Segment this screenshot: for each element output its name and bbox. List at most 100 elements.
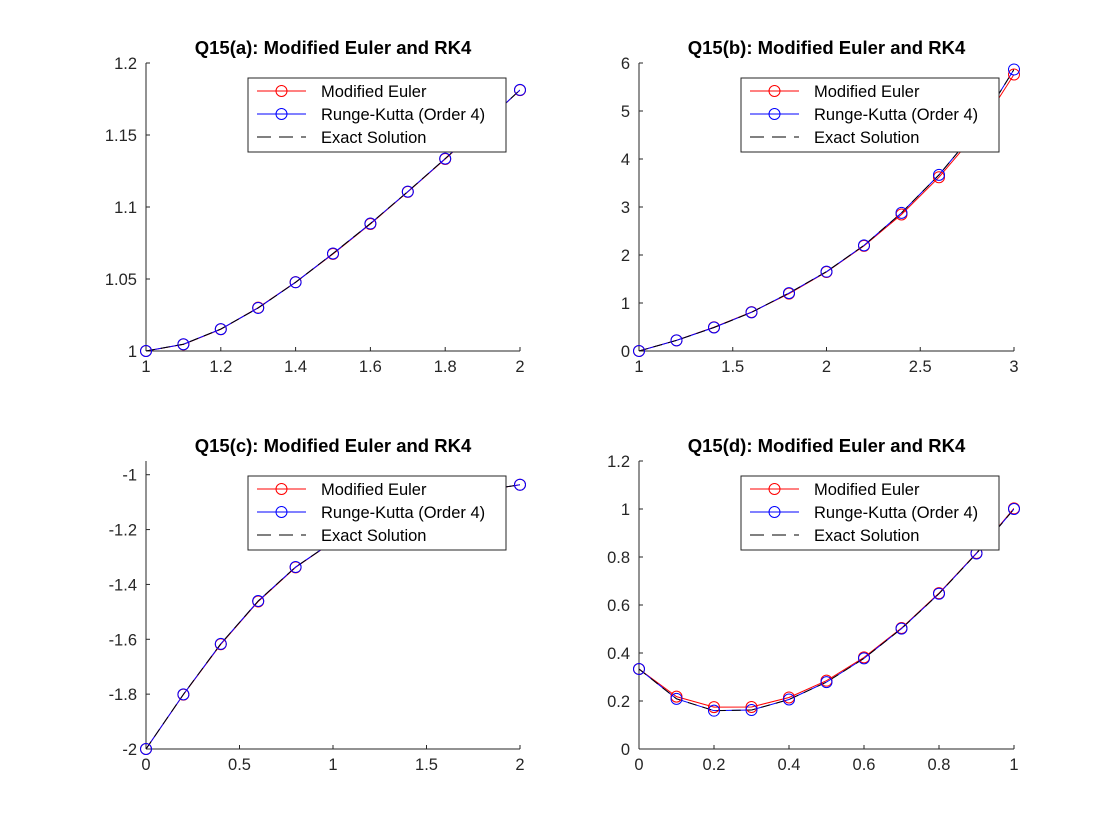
data-point [820, 265, 833, 278]
series-line-3 [639, 508, 1014, 712]
legend-entry: Runge-Kutta (Order 4) [814, 106, 978, 124]
y-tick-label: -1.2 [109, 522, 137, 540]
chart-title: Q15(b): Modified Euler and RK4 [688, 37, 966, 58]
y-tick-label: -2 [122, 741, 137, 759]
legend-entry: Runge-Kutta (Order 4) [814, 504, 978, 522]
data-point [745, 704, 758, 717]
data-point [670, 692, 683, 705]
y-tick-label: 5 [621, 103, 630, 121]
legend-entry: Exact Solution [814, 527, 919, 545]
data-point [933, 587, 945, 600]
y-tick-label: 1.2 [607, 453, 630, 471]
y-tick-label: 4 [621, 151, 630, 169]
x-tick-label: 0.8 [928, 756, 951, 774]
legend-marker [768, 506, 781, 518]
data-point [327, 247, 339, 260]
data-point [140, 743, 152, 755]
legend-entry: Exact Solution [814, 129, 919, 147]
x-tick-label: 1 [328, 756, 337, 774]
x-tick-label: 2 [515, 756, 524, 774]
legend: Modified Euler Runge-Kutta (Order 4) Exact… [247, 77, 507, 153]
data-point [895, 622, 908, 635]
legend-marker [275, 108, 288, 120]
y-tick-label: 1 [128, 343, 137, 361]
data-point [289, 561, 302, 574]
y-tick-label: 3 [621, 199, 630, 217]
legend-entry: Modified Euler [814, 83, 920, 101]
legend: Modified Euler Runge-Kutta (Order 4) Exact… [247, 475, 507, 551]
data-point [858, 239, 870, 252]
data-point [895, 206, 908, 219]
x-tick-label: 1.5 [721, 358, 744, 376]
x-tick-label: 1.2 [209, 358, 232, 376]
data-point [252, 301, 265, 314]
y-tick-label: -1.8 [109, 686, 137, 704]
data-point [708, 701, 720, 714]
x-tick-label: 2 [515, 358, 524, 376]
legend: Modified Euler Runge-Kutta (Order 4) Exact… [740, 77, 1000, 153]
data-point [401, 185, 414, 198]
y-tick-label: 1.15 [105, 127, 137, 145]
data-point [708, 321, 720, 334]
data-point [1008, 503, 1020, 515]
data-point [214, 637, 227, 650]
series-line-3 [146, 484, 520, 749]
x-tick-label: 1 [1009, 756, 1018, 774]
legend-marker [768, 85, 781, 97]
y-tick-label: 6 [621, 55, 630, 73]
subplot-1: Q15(a): Modified Euler and RK4 1 1.2 1.4 1.6… [105, 37, 526, 376]
x-tick-label: 1.4 [284, 358, 307, 376]
legend-entry: Modified Euler [321, 83, 427, 101]
x-tick-label: 1.8 [434, 358, 457, 376]
legend-marker [275, 506, 288, 518]
data-point [820, 676, 833, 689]
data-point [1008, 63, 1020, 76]
legend-entry: Exact Solution [321, 129, 426, 147]
data-point [140, 345, 152, 357]
y-tick-label: 1.1 [114, 199, 137, 217]
data-point [289, 276, 302, 289]
legend-marker [275, 483, 288, 495]
legend-box [247, 77, 507, 153]
y-tick-label: 0.2 [607, 693, 630, 711]
y-tick-label: 0.4 [607, 645, 630, 663]
legend-marker [768, 108, 781, 120]
legend: Modified Euler Runge-Kutta (Order 4) Exact… [740, 475, 1000, 551]
x-tick-label: 1 [634, 358, 643, 376]
chart-title: Q15(c): Modified Euler and RK4 [195, 435, 472, 456]
legend-box [740, 475, 1000, 551]
y-tick-label: 2 [621, 247, 630, 265]
x-tick-label: 0.2 [703, 756, 726, 774]
legend-box [740, 77, 1000, 153]
data-point [252, 595, 265, 608]
y-tick-label: 0 [621, 343, 630, 361]
data-point [633, 663, 645, 676]
subplot-2: Q15(b): Modified Euler and RK4 1 1.5 2 2.5 3 0… [621, 37, 1020, 376]
data-point [858, 652, 870, 665]
legend-entry: Exact Solution [321, 527, 426, 545]
y-tick-label: 1 [621, 295, 630, 313]
data-point [439, 152, 452, 165]
legend-box [247, 475, 507, 551]
chart-title: Q15(a): Modified Euler and RK4 [195, 37, 472, 58]
x-tick-label: 2.5 [909, 358, 932, 376]
x-tick-label: 0.4 [778, 756, 801, 774]
chart-title: Q15(d): Modified Euler and RK4 [688, 435, 966, 456]
data-point [177, 338, 190, 351]
legend-entry: Modified Euler [814, 481, 920, 499]
data-point [1008, 68, 1020, 81]
legend-entry: Runge-Kutta (Order 4) [321, 106, 485, 124]
data-point [745, 700, 758, 713]
data-point [933, 168, 945, 181]
data-point [783, 287, 795, 300]
legend-entry: Runge-Kutta (Order 4) [321, 504, 485, 522]
data-point [364, 217, 377, 230]
y-tick-label: 1.05 [105, 271, 137, 289]
x-tick-label: 1.6 [359, 358, 382, 376]
y-tick-label: -1.4 [109, 576, 137, 594]
legend-entry: Modified Euler [321, 481, 427, 499]
y-tick-label: 1 [621, 501, 630, 519]
subplot-4: Q15(d): Modified Euler and RK4 0 0.2 0.4 0.6… [607, 435, 1020, 774]
data-point [514, 83, 526, 96]
